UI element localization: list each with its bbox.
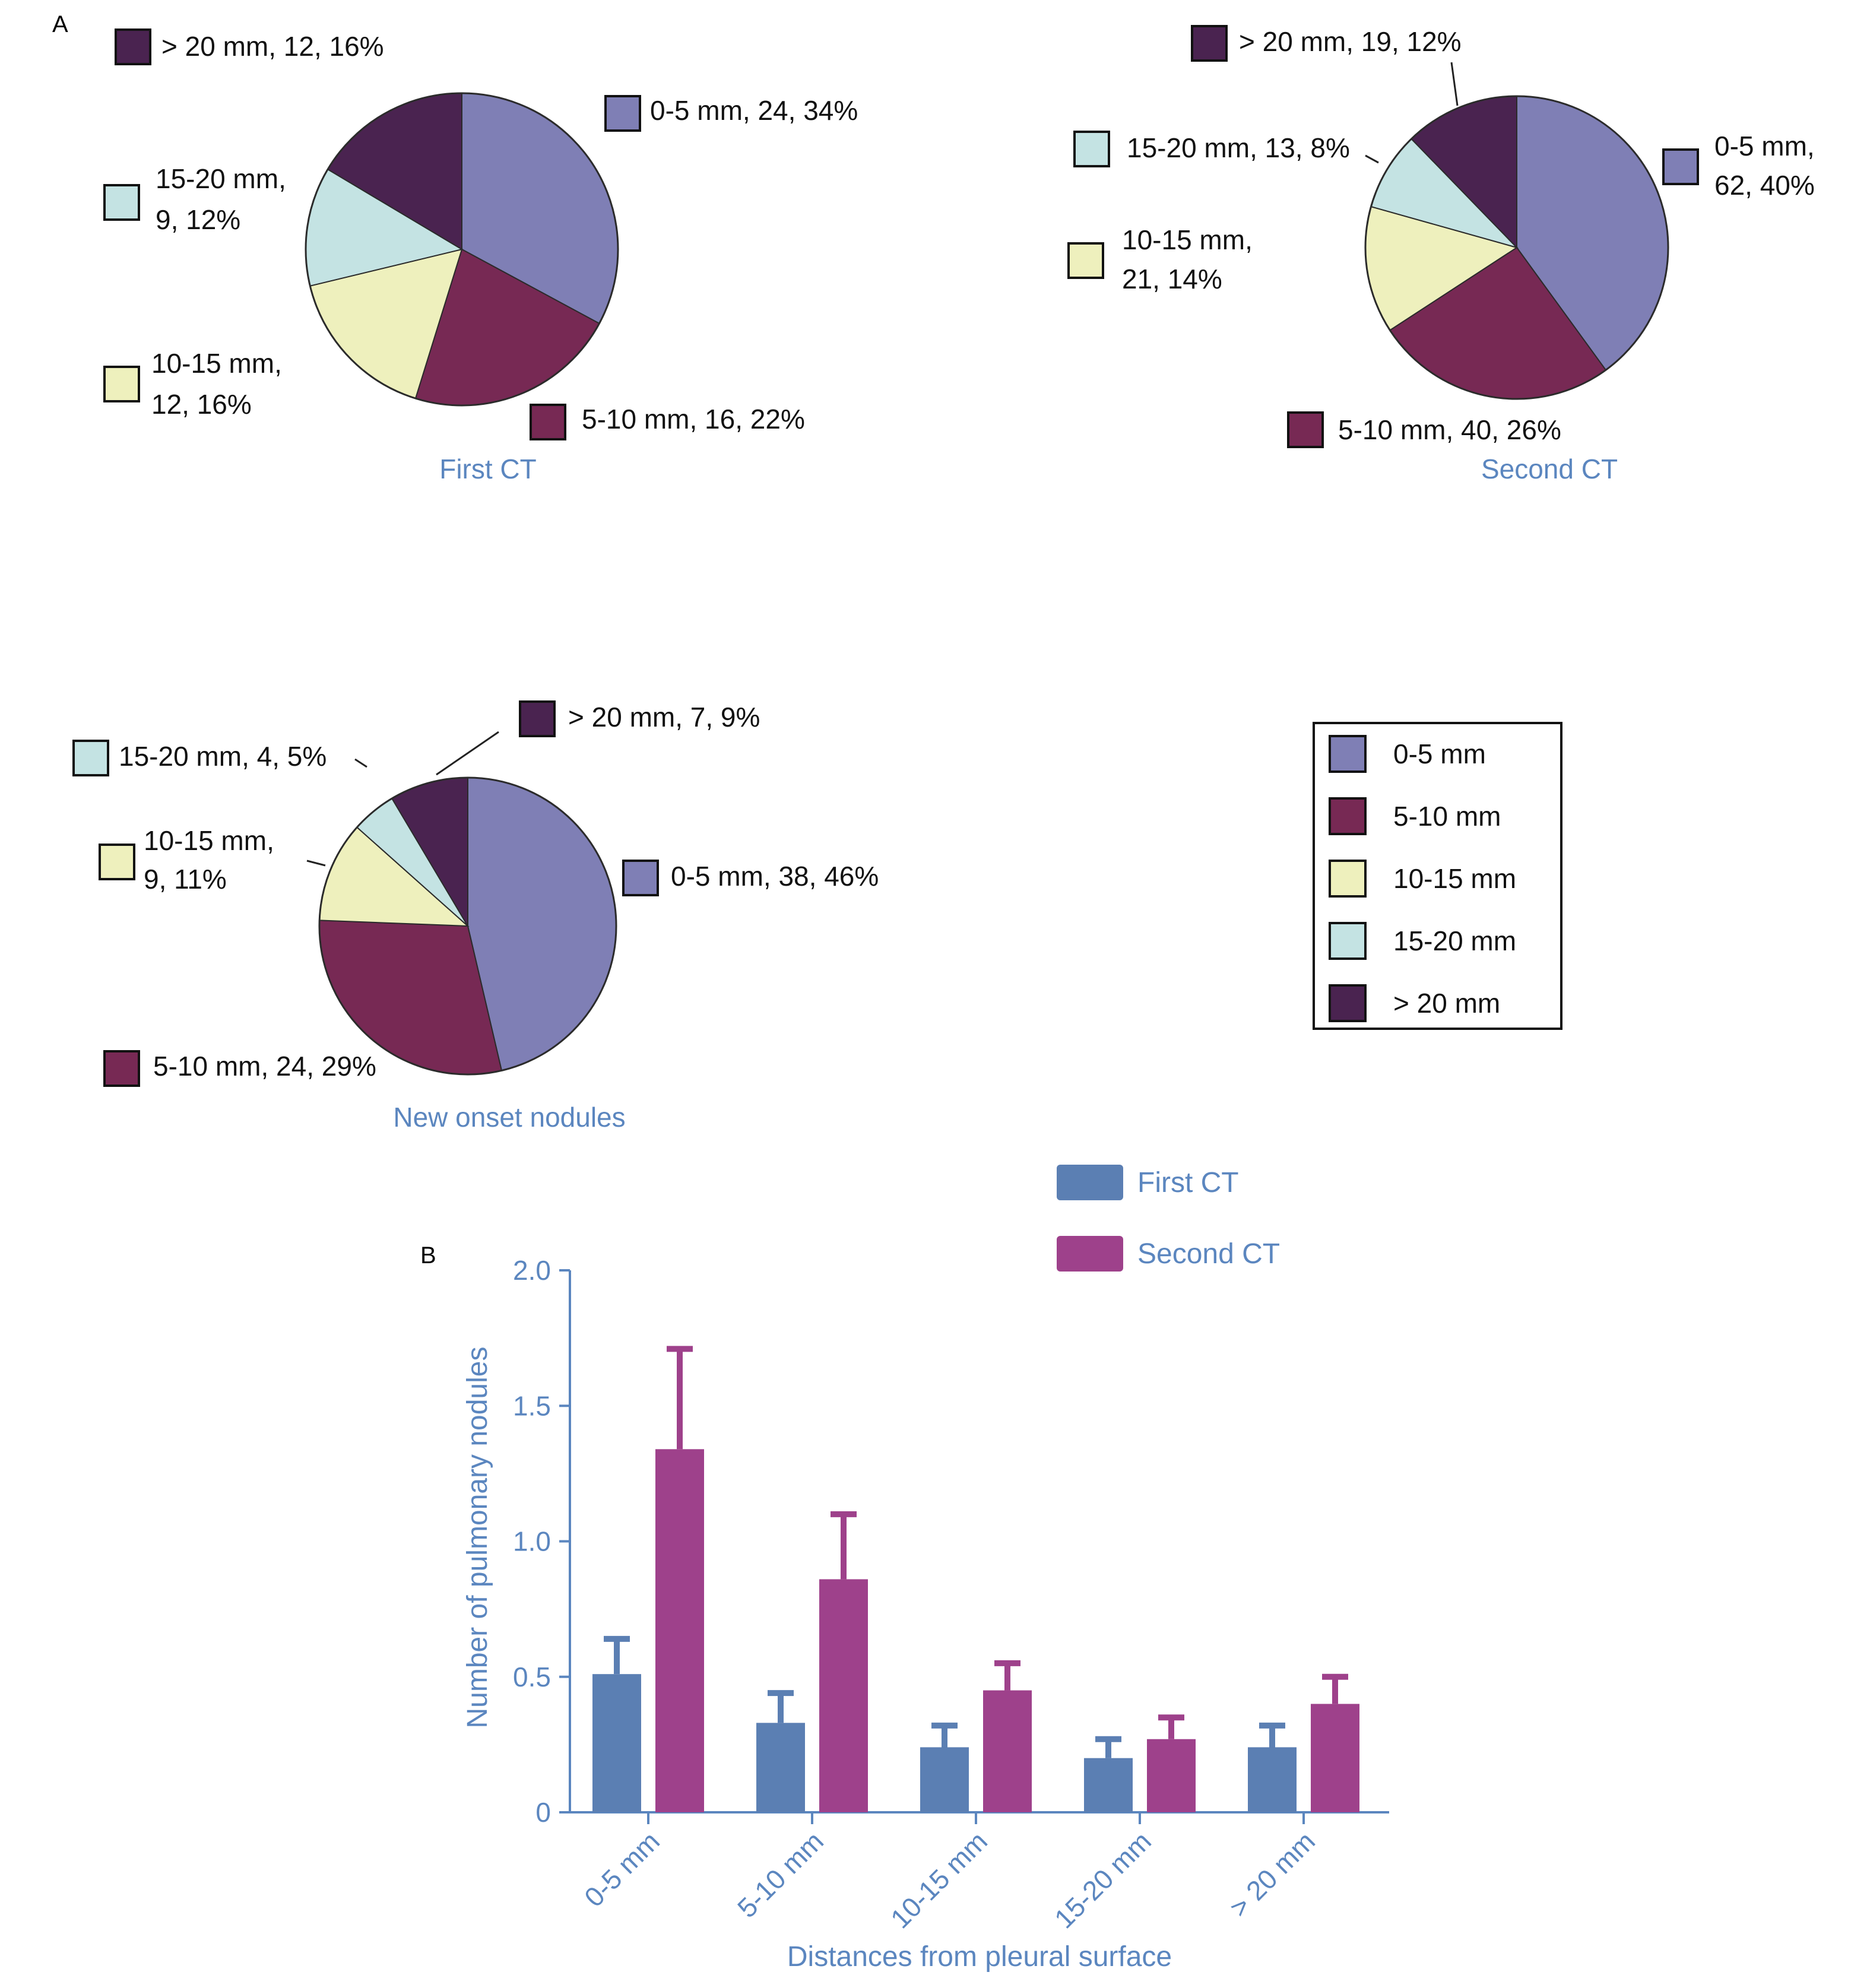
bar-first-ct [1248,1747,1297,1812]
leader-line [306,860,326,867]
slice-data-label: 5-10 mm, 40, 26% [1338,414,1561,445]
slice-data-label: 21, 14% [1122,264,1222,294]
slice-data-label: 5-10 mm, 24, 29% [153,1051,376,1082]
pie-outline [318,776,617,1076]
bar-legend-label: First CT [1137,1167,1239,1198]
slice-data-label: 5-10 mm, 16, 22% [582,404,805,435]
legend-swatch [1329,984,1367,1022]
x-axis-label: Distances from pleural surface [787,1941,1172,1973]
bar-first-ct [756,1723,805,1812]
bar-chart: 0 0.5 1.0 1.5 2.0 0-5 mm 5-10 mm 10-15 mm 15-20 … [462,1165,1389,1973]
legend-label: 10-15 mm [1393,863,1516,894]
pie-outline [1364,95,1669,400]
legend-swatch [1329,797,1367,835]
leader-line [1365,154,1379,164]
slice-data-label: > 20 mm, 19, 12% [1239,26,1462,57]
slice-data-label: 10-15 mm, [1122,224,1253,255]
legend-swatch [1329,735,1367,773]
slice-label-swatch [530,404,566,440]
legend-label: > 20 mm [1393,988,1500,1019]
slice-label-swatch [622,860,659,896]
slice-data-label: 0-5 mm, 24, 34% [650,95,858,126]
bar-first-ct [592,1674,641,1812]
bar-second-ct [655,1449,704,1812]
pie-title: First CT [439,454,537,484]
leader-line [436,731,499,776]
legend-swatch [1329,860,1367,898]
bar-legend-swatch [1057,1165,1123,1200]
slice-data-label: > 20 mm, 7, 9% [568,702,760,733]
slice-data-label: 9, 12% [156,204,240,235]
pie-legend: 0-5 mm 5-10 mm 10-15 mm 15-20 mm > 20 mm [1313,722,1562,1030]
slice-data-label: 15-20 mm, [156,163,286,194]
pie-title: Second CT [1481,454,1618,484]
slice-data-label: 62, 40% [1714,170,1815,201]
bar-second-ct [983,1690,1032,1812]
panel-b-label: B [420,1242,436,1269]
slice-label-swatch [519,700,556,737]
slice-label-swatch [72,740,109,776]
y-tick-label: 0 [535,1797,551,1828]
y-axis-label: Number of pulmonary nodules [462,1346,493,1728]
bar-legend-label: Second CT [1137,1238,1280,1270]
bar-second-ct [819,1579,868,1812]
slice-data-label: 0-5 mm, [1714,131,1815,161]
x-tick-label: 5-10 mm [731,1825,829,1923]
y-tick-label: 1.5 [513,1390,551,1421]
x-tick-label: 0-5 mm [578,1825,665,1913]
slice-label-swatch [1067,242,1104,279]
pie-title: New onset nodules [393,1102,625,1133]
slice-label-swatch [1287,411,1324,448]
slice-data-label: 15-20 mm, 13, 8% [1127,132,1350,163]
bar-legend-swatch [1057,1236,1123,1272]
y-tick-label: 0.5 [513,1662,551,1692]
slice-label-swatch [1191,25,1228,62]
legend-label: 5-10 mm [1393,801,1501,832]
leader-line [354,758,367,768]
y-tick-label: 1.0 [513,1526,551,1557]
panel-a-label: A [52,11,68,37]
x-tick-label: 15-20 mm [1048,1825,1157,1934]
pie-chart-first-ct: 0-5 mm, 24, 34% 5-10 mm, 16, 22% 10-15 mm,… [103,28,858,484]
slice-label-swatch [99,844,135,880]
x-tick-label: > 20 mm [1224,1825,1321,1923]
slice-label-swatch [604,95,641,132]
bar-first-ct [920,1747,969,1812]
bar-second-ct [1147,1739,1196,1812]
y-tick-label: 2.0 [513,1255,551,1286]
legend-label: 15-20 mm [1393,925,1516,956]
slice-label-swatch [1073,131,1110,167]
slice-label-swatch [1662,148,1699,185]
slice-data-label: 9, 11% [144,864,227,895]
bar-first-ct [1084,1758,1133,1812]
slice-data-label: 10-15 mm, [151,348,282,379]
legend-label: 0-5 mm [1393,738,1486,769]
slice-data-label: 0-5 mm, 38, 46% [671,861,879,892]
slice-data-label: 10-15 mm, [144,825,274,856]
slice-label-swatch [115,28,151,65]
bar-second-ct [1311,1704,1359,1812]
leader-line [1450,62,1459,106]
slice-data-label: > 20 mm, 12, 16% [161,31,384,62]
slice-label-swatch [103,184,140,221]
slice-data-label: 15-20 mm, 4, 5% [119,741,327,772]
pie-chart-new-onset-nodules: 0-5 mm, 38, 46% 5-10 mm, 24, 29% 10-15 mm,… [72,700,879,1133]
slice-label-swatch [103,1050,140,1087]
pie-chart-second-ct: 0-5 mm, 62, 40% 5-10 mm, 40, 26% 10-15 mm, 2… [1067,25,1815,484]
pie-outline [305,92,619,407]
legend-swatch [1329,922,1367,960]
x-tick-label: 10-15 mm [885,1825,993,1934]
slice-label-swatch [103,366,140,402]
slice-data-label: 12, 16% [151,389,252,420]
